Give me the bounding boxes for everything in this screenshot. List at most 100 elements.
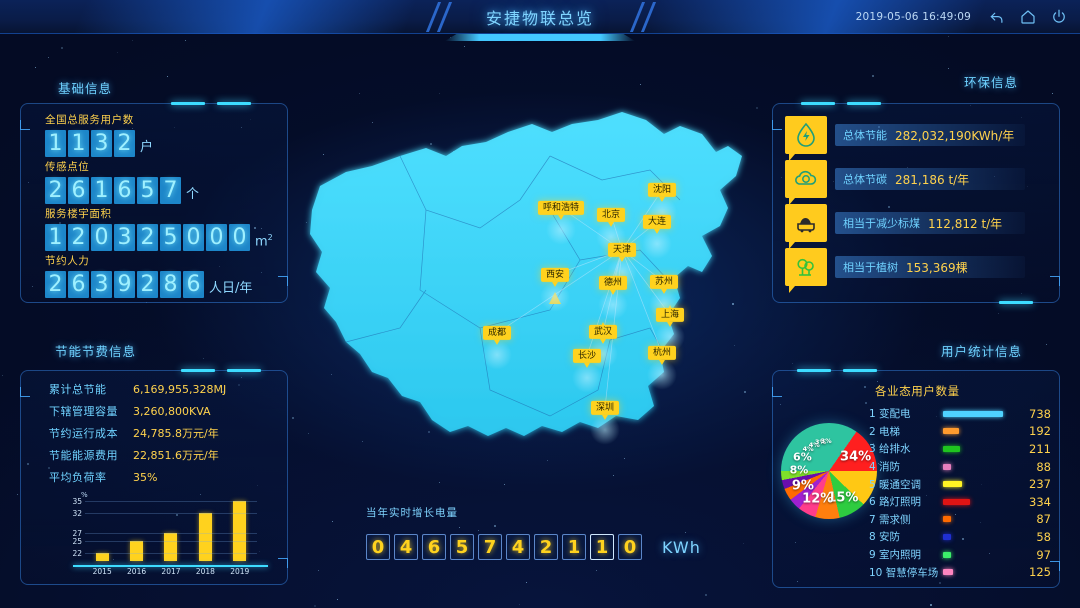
digit-cell: 5 bbox=[137, 177, 158, 204]
city-label: 武汉 bbox=[588, 324, 618, 345]
map-city-marker[interactable]: 苏州 bbox=[648, 274, 679, 319]
digit-cell: 2 bbox=[68, 224, 89, 251]
environment-value: 112,812 t/年 bbox=[928, 216, 1003, 231]
saving-info-row: 平均负荷率 35% bbox=[49, 469, 279, 491]
user-stats-subtitle: 各业态用户数量 bbox=[875, 384, 960, 398]
basic-info-row: 传感点位 2 6 1 6 5 7 个 bbox=[45, 159, 273, 204]
digit-cell: 6 bbox=[68, 177, 89, 204]
pie-slice-label: 3% bbox=[820, 437, 832, 446]
back-icon[interactable] bbox=[988, 8, 1006, 26]
saving-info-value: 22,851.6万元/年 bbox=[133, 449, 219, 462]
environment-row: 相当于植树 153,369棵 bbox=[785, 246, 1025, 293]
bar-chart-ytick: 35 bbox=[72, 497, 82, 506]
counter-digit: 0 bbox=[618, 534, 642, 560]
basic-info-unit: m2 bbox=[255, 232, 273, 249]
saving-info-label: 节能能源费用 bbox=[49, 449, 118, 462]
saving-info-value: 35% bbox=[133, 471, 158, 484]
city-label: 苏州 bbox=[649, 274, 679, 295]
list-item[interactable]: 5 暖通空调 237 bbox=[869, 475, 1053, 493]
pie-slice-label: 3% bbox=[814, 438, 826, 447]
saving-info-row: 节能能源费用 22,851.6万元/年 bbox=[49, 447, 279, 469]
list-item[interactable]: 3 给排水 211 bbox=[869, 440, 1053, 458]
map-city-marker[interactable]: 德州 bbox=[597, 275, 628, 320]
pie-slice-label: 4% bbox=[802, 445, 814, 454]
map-city-marker[interactable]: 上海 bbox=[654, 307, 685, 352]
business-type-bar bbox=[943, 569, 954, 576]
header-actions: 2019-05-06 16:49:09 bbox=[856, 0, 1068, 34]
city-label: 成都 bbox=[482, 325, 512, 346]
business-type-value: 97 bbox=[1036, 547, 1051, 562]
business-type-bar-wrap bbox=[943, 493, 1005, 511]
coal-cart-icon bbox=[785, 204, 827, 249]
list-item[interactable]: 4 消防 88 bbox=[869, 458, 1053, 476]
business-type-bar-wrap bbox=[943, 546, 1005, 564]
list-item[interactable]: 10 智慧停车场 125 bbox=[869, 563, 1053, 581]
saving-info-title: 节能节费信息 bbox=[55, 344, 137, 359]
business-type-name: 6 路灯照明 bbox=[869, 496, 922, 509]
digit-cell: 9 bbox=[114, 271, 135, 298]
business-type-name: 2 电梯 bbox=[869, 425, 901, 438]
list-item[interactable]: 7 需求侧 87 bbox=[869, 511, 1053, 529]
list-item[interactable]: 8 安防 58 bbox=[869, 528, 1053, 546]
counter-digit: 1 bbox=[590, 534, 614, 560]
user-stats-panel: 各业态用户数量 34% 15% 12% 9% 8% 6% 4% 4% 3% 3% 1 变配电 738… bbox=[772, 369, 1060, 588]
map-city-marker[interactable]: 沈阳 bbox=[646, 182, 677, 227]
environment-value-bar: 总体节碳 281,186 t/年 bbox=[835, 168, 1025, 190]
bar-chart-xtick: 2017 bbox=[161, 567, 181, 576]
business-type-value: 87 bbox=[1036, 512, 1051, 527]
city-label: 深圳 bbox=[590, 400, 620, 421]
list-item[interactable]: 2 电梯 192 bbox=[869, 423, 1053, 441]
business-type-name: 1 变配电 bbox=[869, 408, 911, 421]
map-city-marker[interactable]: 西安 bbox=[539, 267, 570, 312]
business-type-value: 334 bbox=[1029, 494, 1051, 509]
china-map[interactable]: 沈阳呼和浩特 北京 大连 天津西安 德州 苏州上海 成都 武汉杭州 长沙深圳 bbox=[250, 60, 810, 490]
map-city-marker[interactable]: 武汉 bbox=[587, 324, 618, 369]
digit-cell: 6 bbox=[114, 177, 135, 204]
list-item[interactable]: 9 室内照明 97 bbox=[869, 546, 1053, 564]
saving-dash-1 bbox=[181, 369, 215, 372]
map-city-marker[interactable]: 北京 bbox=[595, 207, 626, 252]
user-stats-title: 用户统计信息 bbox=[940, 344, 1022, 359]
bar-chart-xtick: 2019 bbox=[230, 567, 250, 576]
bar-chart-bar bbox=[198, 513, 212, 561]
digit-cell: 1 bbox=[91, 177, 112, 204]
home-icon[interactable] bbox=[1019, 8, 1037, 26]
business-type-value: 88 bbox=[1036, 459, 1051, 474]
environment-value: 282,032,190KWh/年 bbox=[895, 128, 1015, 143]
map-city-marker[interactable]: 深圳 bbox=[589, 400, 620, 445]
user-dash-2 bbox=[843, 369, 877, 372]
env-dash-2 bbox=[847, 102, 881, 105]
business-type-name: 5 暖通空调 bbox=[869, 478, 922, 491]
saving-info-value: 24,785.8万元/年 bbox=[133, 427, 219, 440]
list-item[interactable]: 6 路灯照明 334 bbox=[869, 493, 1053, 511]
map-city-marker[interactable]: 呼和浩特 bbox=[537, 200, 585, 245]
digit-cell: 1 bbox=[45, 130, 66, 157]
business-type-bar bbox=[943, 463, 951, 470]
basic-info-label: 传感点位 bbox=[45, 161, 90, 173]
environment-label: 总体节能 bbox=[843, 129, 887, 142]
city-label: 西安 bbox=[540, 267, 570, 288]
power-icon[interactable] bbox=[1050, 8, 1068, 26]
bar-chart-ytick: 27 bbox=[72, 529, 82, 538]
list-item[interactable]: 1 变配电 738 bbox=[869, 405, 1053, 423]
city-label: 沈阳 bbox=[647, 182, 677, 203]
environment-row: 总体节能 282,032,190KWh/年 bbox=[785, 114, 1025, 161]
map-city-marker[interactable]: 长沙 bbox=[571, 348, 602, 393]
map-city-marker[interactable]: 天津 bbox=[606, 242, 637, 287]
environment-info-panel: 总体节能 282,032,190KWh/年 总体节碳 281,186 t/年 相当于减少… bbox=[772, 102, 1060, 304]
digit-cell: 3 bbox=[91, 130, 112, 157]
basic-info-label: 节约人力 bbox=[45, 255, 90, 267]
map-city-marker[interactable]: 成都 bbox=[481, 325, 512, 370]
business-type-bar bbox=[943, 498, 971, 505]
map-city-marker[interactable]: 大连 bbox=[641, 214, 672, 259]
digit-cell: 2 bbox=[137, 224, 158, 251]
bar-chart-bar bbox=[164, 533, 178, 561]
counter-digit: 5 bbox=[450, 534, 474, 560]
saving-info-row: 节约运行成本 24,785.8万元/年 bbox=[49, 425, 279, 447]
digit-cell: 2 bbox=[114, 130, 135, 157]
digit-cell: 0 bbox=[91, 224, 112, 251]
carbon-cloud-icon bbox=[785, 160, 827, 205]
business-type-pie-chart[interactable]: 34% 15% 12% 9% 8% 6% 4% 4% 3% 3% bbox=[781, 423, 877, 519]
map-city-marker[interactable]: 杭州 bbox=[646, 345, 677, 390]
